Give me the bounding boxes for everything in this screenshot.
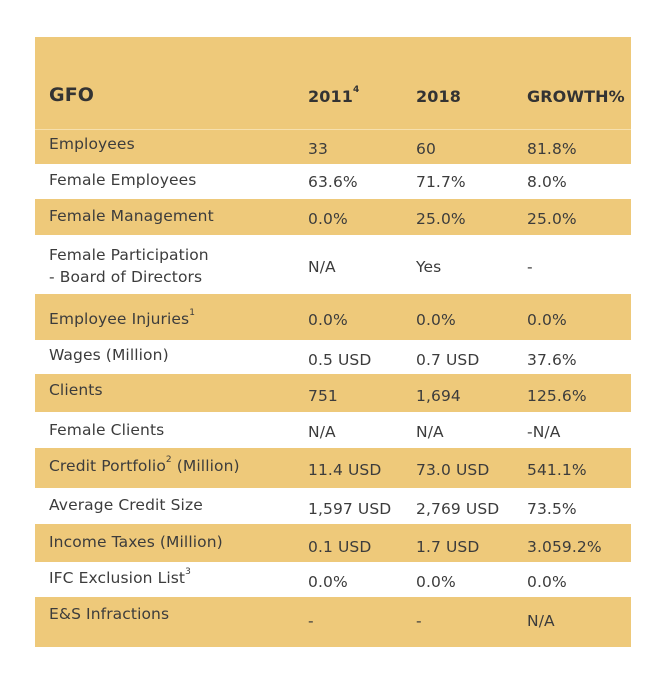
footnote-marker: 4 xyxy=(352,85,360,95)
row-label: Clients xyxy=(49,381,103,399)
row-label-text: Clients xyxy=(49,381,103,399)
value-2018: 0.0% xyxy=(416,573,456,591)
value-2011: 0.0% xyxy=(308,573,348,591)
value-growth: 73.5% xyxy=(527,500,577,518)
row-label: Credit Portfolio2 (Million) xyxy=(49,455,240,475)
row-label: Wages (Million) xyxy=(49,346,169,364)
header-gfo: GFO xyxy=(49,84,95,106)
value-2011: 33 xyxy=(308,140,328,158)
value-2018: 0.7 USD xyxy=(416,351,480,369)
row-label: Average Credit Size xyxy=(49,496,203,514)
row-label-text: IFC Exclusion List xyxy=(49,569,186,587)
row-label-text: Credit Portfolio xyxy=(49,457,166,475)
value-growth: 3.059.2% xyxy=(527,538,602,556)
row-label-suffix: (Million) xyxy=(171,457,240,475)
row-label-text: Average Credit Size xyxy=(49,496,203,514)
table-row: Clients 751 1,694 125.6% xyxy=(35,374,631,412)
value-growth: 8.0% xyxy=(527,173,567,191)
row-label-text: E&S Infractions xyxy=(49,605,170,623)
value-growth: - xyxy=(527,258,533,276)
row-label-text: Income Taxes (Million) xyxy=(49,533,223,551)
table-row: Female Management 0.0% 25.0% 25.0% xyxy=(35,199,631,235)
row-label-text: Wages (Million) xyxy=(49,346,169,364)
value-2018: Yes xyxy=(416,258,442,276)
value-growth: 0.0% xyxy=(527,311,567,329)
table-row: Income Taxes (Million) 0.1 USD 1.7 USD 3.05… xyxy=(35,524,631,562)
table-header: GFO 20114 2018 GROWTH% xyxy=(35,37,631,130)
value-growth: 81.8% xyxy=(527,140,577,158)
value-growth: 37.6% xyxy=(527,351,577,369)
table-row: E&S Infractions - - N/A xyxy=(35,597,631,647)
row-label: Female Clients xyxy=(49,421,164,439)
value-growth: 125.6% xyxy=(527,387,587,405)
value-2011: 63.6% xyxy=(308,173,358,191)
row-label-text: Employee Injuries xyxy=(49,310,190,328)
table-row: Female Participation - Board of Directors… xyxy=(35,235,631,294)
value-2011: N/A xyxy=(308,258,336,276)
value-2018: 1,694 xyxy=(416,387,461,405)
table-row: Female Employees 63.6% 71.7% 8.0% xyxy=(35,164,631,199)
value-growth: 541.1% xyxy=(527,461,587,479)
row-label: E&S Infractions xyxy=(49,605,169,623)
row-label-text: Female Employees xyxy=(49,171,197,189)
table-body: Employees 33 60 81.8% Female Employees 63.6% 7… xyxy=(35,130,631,647)
footnote-marker: 1 xyxy=(189,308,196,318)
header-2018: 2018 xyxy=(416,87,461,106)
row-label: Income Taxes (Million) xyxy=(49,533,223,551)
row-label-line2: - Board of Directors xyxy=(49,268,203,286)
header-growth: GROWTH% xyxy=(527,87,625,106)
table-row: IFC Exclusion List3 0.0% 0.0% 0.0% xyxy=(35,562,631,597)
value-growth: 25.0% xyxy=(527,210,577,228)
row-label: Female Participation - Board of Directors xyxy=(49,244,209,288)
gfo-table: GFO 20114 2018 GROWTH% Employees 33 60 81.8… xyxy=(35,37,631,647)
row-label-text: Female Management xyxy=(49,207,214,225)
value-2011: - xyxy=(308,612,314,630)
value-growth: N/A xyxy=(527,612,555,630)
value-2018: 0.0% xyxy=(416,311,456,329)
value-2011: 11.4 USD xyxy=(308,461,382,479)
value-2011: 1,597 USD xyxy=(308,500,392,518)
value-2018: 60 xyxy=(416,140,436,158)
value-growth: 0.0% xyxy=(527,573,567,591)
row-label-text: Employees xyxy=(49,135,135,153)
value-2011: 751 xyxy=(308,387,338,405)
value-2018: 73.0 USD xyxy=(416,461,490,479)
row-label-text: Female Clients xyxy=(49,421,165,439)
row-label: Employees xyxy=(49,135,135,153)
value-2018: 2,769 USD xyxy=(416,500,500,518)
value-2011: N/A xyxy=(308,423,336,441)
value-2011: 0.0% xyxy=(308,210,348,228)
value-2011: 0.1 USD xyxy=(308,538,372,556)
table-row: Female Clients N/A N/A -N/A xyxy=(35,412,631,448)
value-2011: 0.5 USD xyxy=(308,351,372,369)
footnote-marker: 2 xyxy=(165,455,172,465)
value-growth: -N/A xyxy=(527,423,561,441)
table-row: Average Credit Size 1,597 USD 2,769 USD 73.… xyxy=(35,488,631,524)
header-2011-label: 2011 xyxy=(308,87,353,106)
row-label: Employee Injuries1 xyxy=(49,308,196,328)
table-row: Credit Portfolio2 (Million) 11.4 USD 73.0 … xyxy=(35,448,631,488)
value-2018: 71.7% xyxy=(416,173,466,191)
header-2011: 20114 xyxy=(308,85,360,106)
row-label: Female Employees xyxy=(49,171,196,189)
row-label: Female Management xyxy=(49,207,214,225)
value-2018: N/A xyxy=(416,423,444,441)
value-2018: - xyxy=(416,612,422,630)
value-2018: 25.0% xyxy=(416,210,466,228)
value-2018: 1.7 USD xyxy=(416,538,480,556)
table-row: Employees 33 60 81.8% xyxy=(35,130,631,164)
footnote-marker: 3 xyxy=(185,567,191,577)
table-row: Employee Injuries1 0.0% 0.0% 0.0% xyxy=(35,294,631,340)
value-2011: 0.0% xyxy=(308,311,348,329)
table-row: Wages (Million) 0.5 USD 0.7 USD 37.6% xyxy=(35,340,631,374)
row-label: IFC Exclusion List3 xyxy=(49,567,191,587)
row-label-text: Female Participation xyxy=(49,246,209,264)
